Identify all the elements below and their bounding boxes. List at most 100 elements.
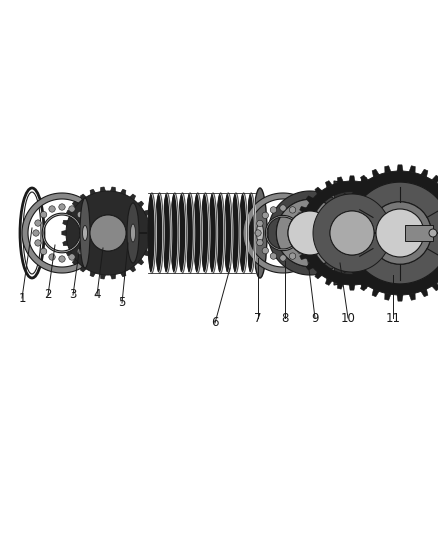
Circle shape xyxy=(369,202,431,264)
Polygon shape xyxy=(148,240,153,246)
Text: 1: 1 xyxy=(18,292,26,304)
Polygon shape xyxy=(300,206,307,213)
Polygon shape xyxy=(66,250,72,256)
Polygon shape xyxy=(130,266,136,272)
Polygon shape xyxy=(360,283,368,291)
Polygon shape xyxy=(397,165,403,171)
Circle shape xyxy=(303,239,309,246)
Polygon shape xyxy=(402,219,408,224)
Polygon shape xyxy=(42,213,82,253)
Polygon shape xyxy=(100,187,106,192)
Circle shape xyxy=(77,248,84,255)
Text: 10: 10 xyxy=(341,311,356,325)
Polygon shape xyxy=(372,181,378,188)
Ellipse shape xyxy=(131,224,135,242)
Circle shape xyxy=(90,215,126,251)
Circle shape xyxy=(376,209,424,257)
Polygon shape xyxy=(268,191,352,275)
Circle shape xyxy=(59,204,65,210)
Polygon shape xyxy=(171,193,175,273)
Circle shape xyxy=(290,253,296,259)
Text: 4: 4 xyxy=(93,288,101,302)
Circle shape xyxy=(85,230,91,236)
Polygon shape xyxy=(100,274,106,279)
Polygon shape xyxy=(349,176,355,181)
Ellipse shape xyxy=(148,193,156,273)
Text: 6: 6 xyxy=(211,317,219,329)
Polygon shape xyxy=(372,169,379,177)
Text: 3: 3 xyxy=(69,288,77,302)
Polygon shape xyxy=(72,201,78,207)
Polygon shape xyxy=(209,193,213,273)
Circle shape xyxy=(40,212,47,218)
Polygon shape xyxy=(398,206,404,213)
Polygon shape xyxy=(360,175,368,183)
Polygon shape xyxy=(382,272,389,279)
Polygon shape xyxy=(178,193,182,273)
Polygon shape xyxy=(336,205,344,212)
Ellipse shape xyxy=(232,193,240,273)
Ellipse shape xyxy=(171,193,179,273)
Polygon shape xyxy=(243,193,323,273)
Circle shape xyxy=(270,253,277,259)
Polygon shape xyxy=(385,166,391,173)
Polygon shape xyxy=(66,210,72,216)
Polygon shape xyxy=(432,283,438,291)
Polygon shape xyxy=(337,283,343,289)
Polygon shape xyxy=(333,242,340,248)
Polygon shape xyxy=(81,266,86,272)
Circle shape xyxy=(35,220,41,226)
Polygon shape xyxy=(72,259,78,265)
Circle shape xyxy=(262,212,268,219)
Circle shape xyxy=(257,220,263,227)
Polygon shape xyxy=(120,271,126,277)
Polygon shape xyxy=(240,193,244,273)
Polygon shape xyxy=(194,193,198,273)
Circle shape xyxy=(305,230,311,236)
Polygon shape xyxy=(391,263,398,270)
Polygon shape xyxy=(81,194,86,200)
Polygon shape xyxy=(247,193,251,273)
Polygon shape xyxy=(110,274,116,279)
Ellipse shape xyxy=(127,203,139,263)
Polygon shape xyxy=(22,193,102,273)
Polygon shape xyxy=(315,187,322,194)
Polygon shape xyxy=(338,171,438,295)
Circle shape xyxy=(290,207,296,213)
Polygon shape xyxy=(409,293,415,300)
Ellipse shape xyxy=(209,193,217,273)
Text: 11: 11 xyxy=(385,311,400,325)
Text: 2: 2 xyxy=(44,288,52,302)
Circle shape xyxy=(262,247,268,254)
Polygon shape xyxy=(350,183,358,191)
Polygon shape xyxy=(361,283,367,289)
Circle shape xyxy=(33,230,39,236)
FancyBboxPatch shape xyxy=(405,225,433,241)
Polygon shape xyxy=(265,215,300,251)
Ellipse shape xyxy=(257,223,264,243)
Polygon shape xyxy=(372,279,378,285)
Ellipse shape xyxy=(217,193,225,273)
Ellipse shape xyxy=(82,225,88,240)
Polygon shape xyxy=(398,253,404,260)
Circle shape xyxy=(270,207,277,213)
Polygon shape xyxy=(382,187,389,194)
Polygon shape xyxy=(336,254,344,261)
Text: 5: 5 xyxy=(118,296,126,310)
Polygon shape xyxy=(232,193,236,273)
Polygon shape xyxy=(138,259,144,265)
Polygon shape xyxy=(66,191,150,275)
Polygon shape xyxy=(350,274,358,282)
Polygon shape xyxy=(296,219,302,224)
Ellipse shape xyxy=(194,193,201,273)
Polygon shape xyxy=(144,250,150,256)
Polygon shape xyxy=(333,218,340,224)
Polygon shape xyxy=(300,253,307,260)
Polygon shape xyxy=(300,181,404,285)
Circle shape xyxy=(49,254,55,260)
Polygon shape xyxy=(421,289,428,297)
Polygon shape xyxy=(130,194,136,200)
Ellipse shape xyxy=(155,193,163,273)
Polygon shape xyxy=(349,285,355,290)
Polygon shape xyxy=(432,175,438,183)
